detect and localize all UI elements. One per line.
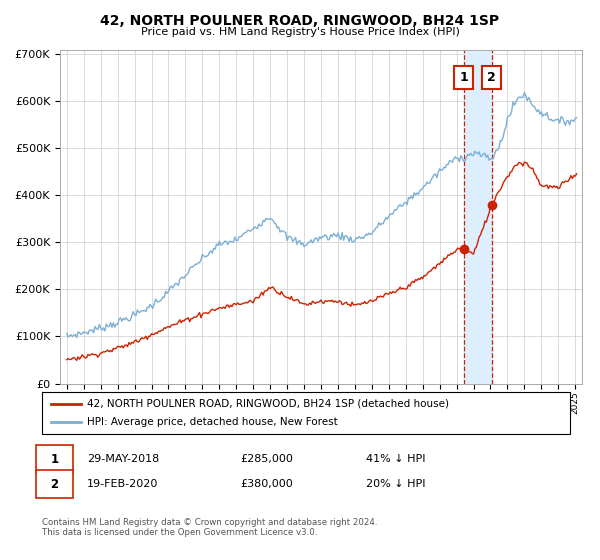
Text: 42, NORTH POULNER ROAD, RINGWOOD, BH24 1SP: 42, NORTH POULNER ROAD, RINGWOOD, BH24 1…	[100, 14, 500, 28]
Text: 41% ↓ HPI: 41% ↓ HPI	[366, 454, 425, 464]
Bar	[464, 50, 492, 384]
Text: 1: 1	[50, 452, 59, 466]
Text: 2: 2	[487, 71, 496, 84]
Text: 29-MAY-2018: 29-MAY-2018	[87, 454, 159, 464]
Text: 19-FEB-2020: 19-FEB-2020	[87, 479, 158, 489]
Text: 2: 2	[50, 478, 59, 491]
Text: Price paid vs. HM Land Registry's House Price Index (HPI): Price paid vs. HM Land Registry's House …	[140, 27, 460, 37]
Text: HPI: Average price, detached house, New Forest: HPI: Average price, detached house, New …	[87, 417, 338, 427]
Text: £285,000: £285,000	[240, 454, 293, 464]
Text: £380,000: £380,000	[240, 479, 293, 489]
Text: Contains HM Land Registry data © Crown copyright and database right 2024.
This d: Contains HM Land Registry data © Crown c…	[42, 518, 377, 538]
Text: 20% ↓ HPI: 20% ↓ HPI	[366, 479, 425, 489]
Text: 42, NORTH POULNER ROAD, RINGWOOD, BH24 1SP (detached house): 42, NORTH POULNER ROAD, RINGWOOD, BH24 1…	[87, 399, 449, 409]
Text: 1: 1	[460, 71, 468, 84]
